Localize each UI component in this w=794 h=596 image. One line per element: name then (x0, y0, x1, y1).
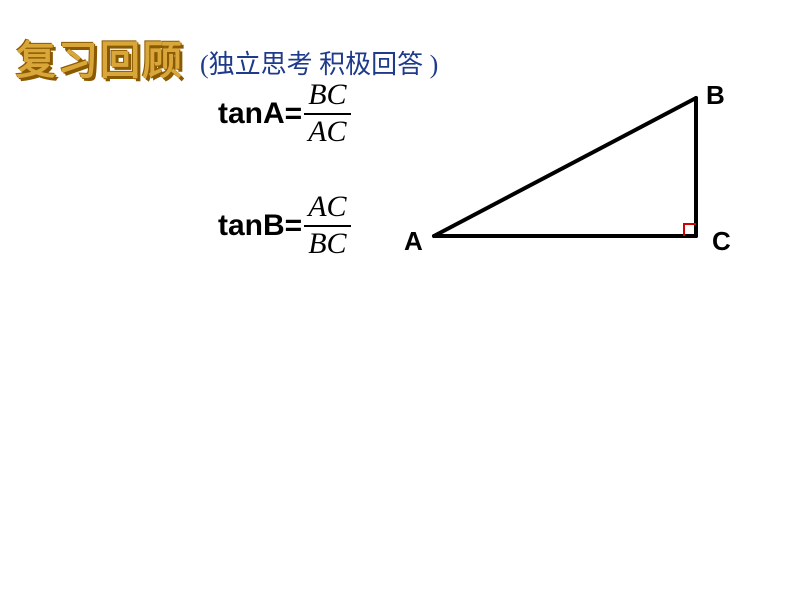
formula-tan-a-num: BC (304, 78, 350, 113)
formula-tan-b: tanB= AC BC (218, 190, 351, 261)
formula-tan-a-lhs: tanA= (218, 97, 302, 131)
formula-tan-a-den: AC (304, 115, 350, 150)
formula-tan-b-num: AC (304, 190, 350, 225)
formula-tan-b-fraction: AC BC (304, 190, 350, 261)
vertex-label-a: A (404, 226, 423, 257)
vertex-label-b: B (706, 80, 725, 111)
formula-tan-b-lhs: tanB= (218, 209, 302, 243)
right-triangle (426, 88, 718, 248)
slide-subtitle: (独立思考 积极回答 ) (200, 44, 438, 81)
vertex-label-c: C (712, 226, 731, 257)
formula-tan-b-den: BC (304, 227, 350, 262)
formula-tan-a-fraction: BC AC (304, 78, 350, 149)
slide-title: 复习回顾 (16, 28, 184, 86)
formula-tan-a: tanA= BC AC (218, 78, 351, 149)
